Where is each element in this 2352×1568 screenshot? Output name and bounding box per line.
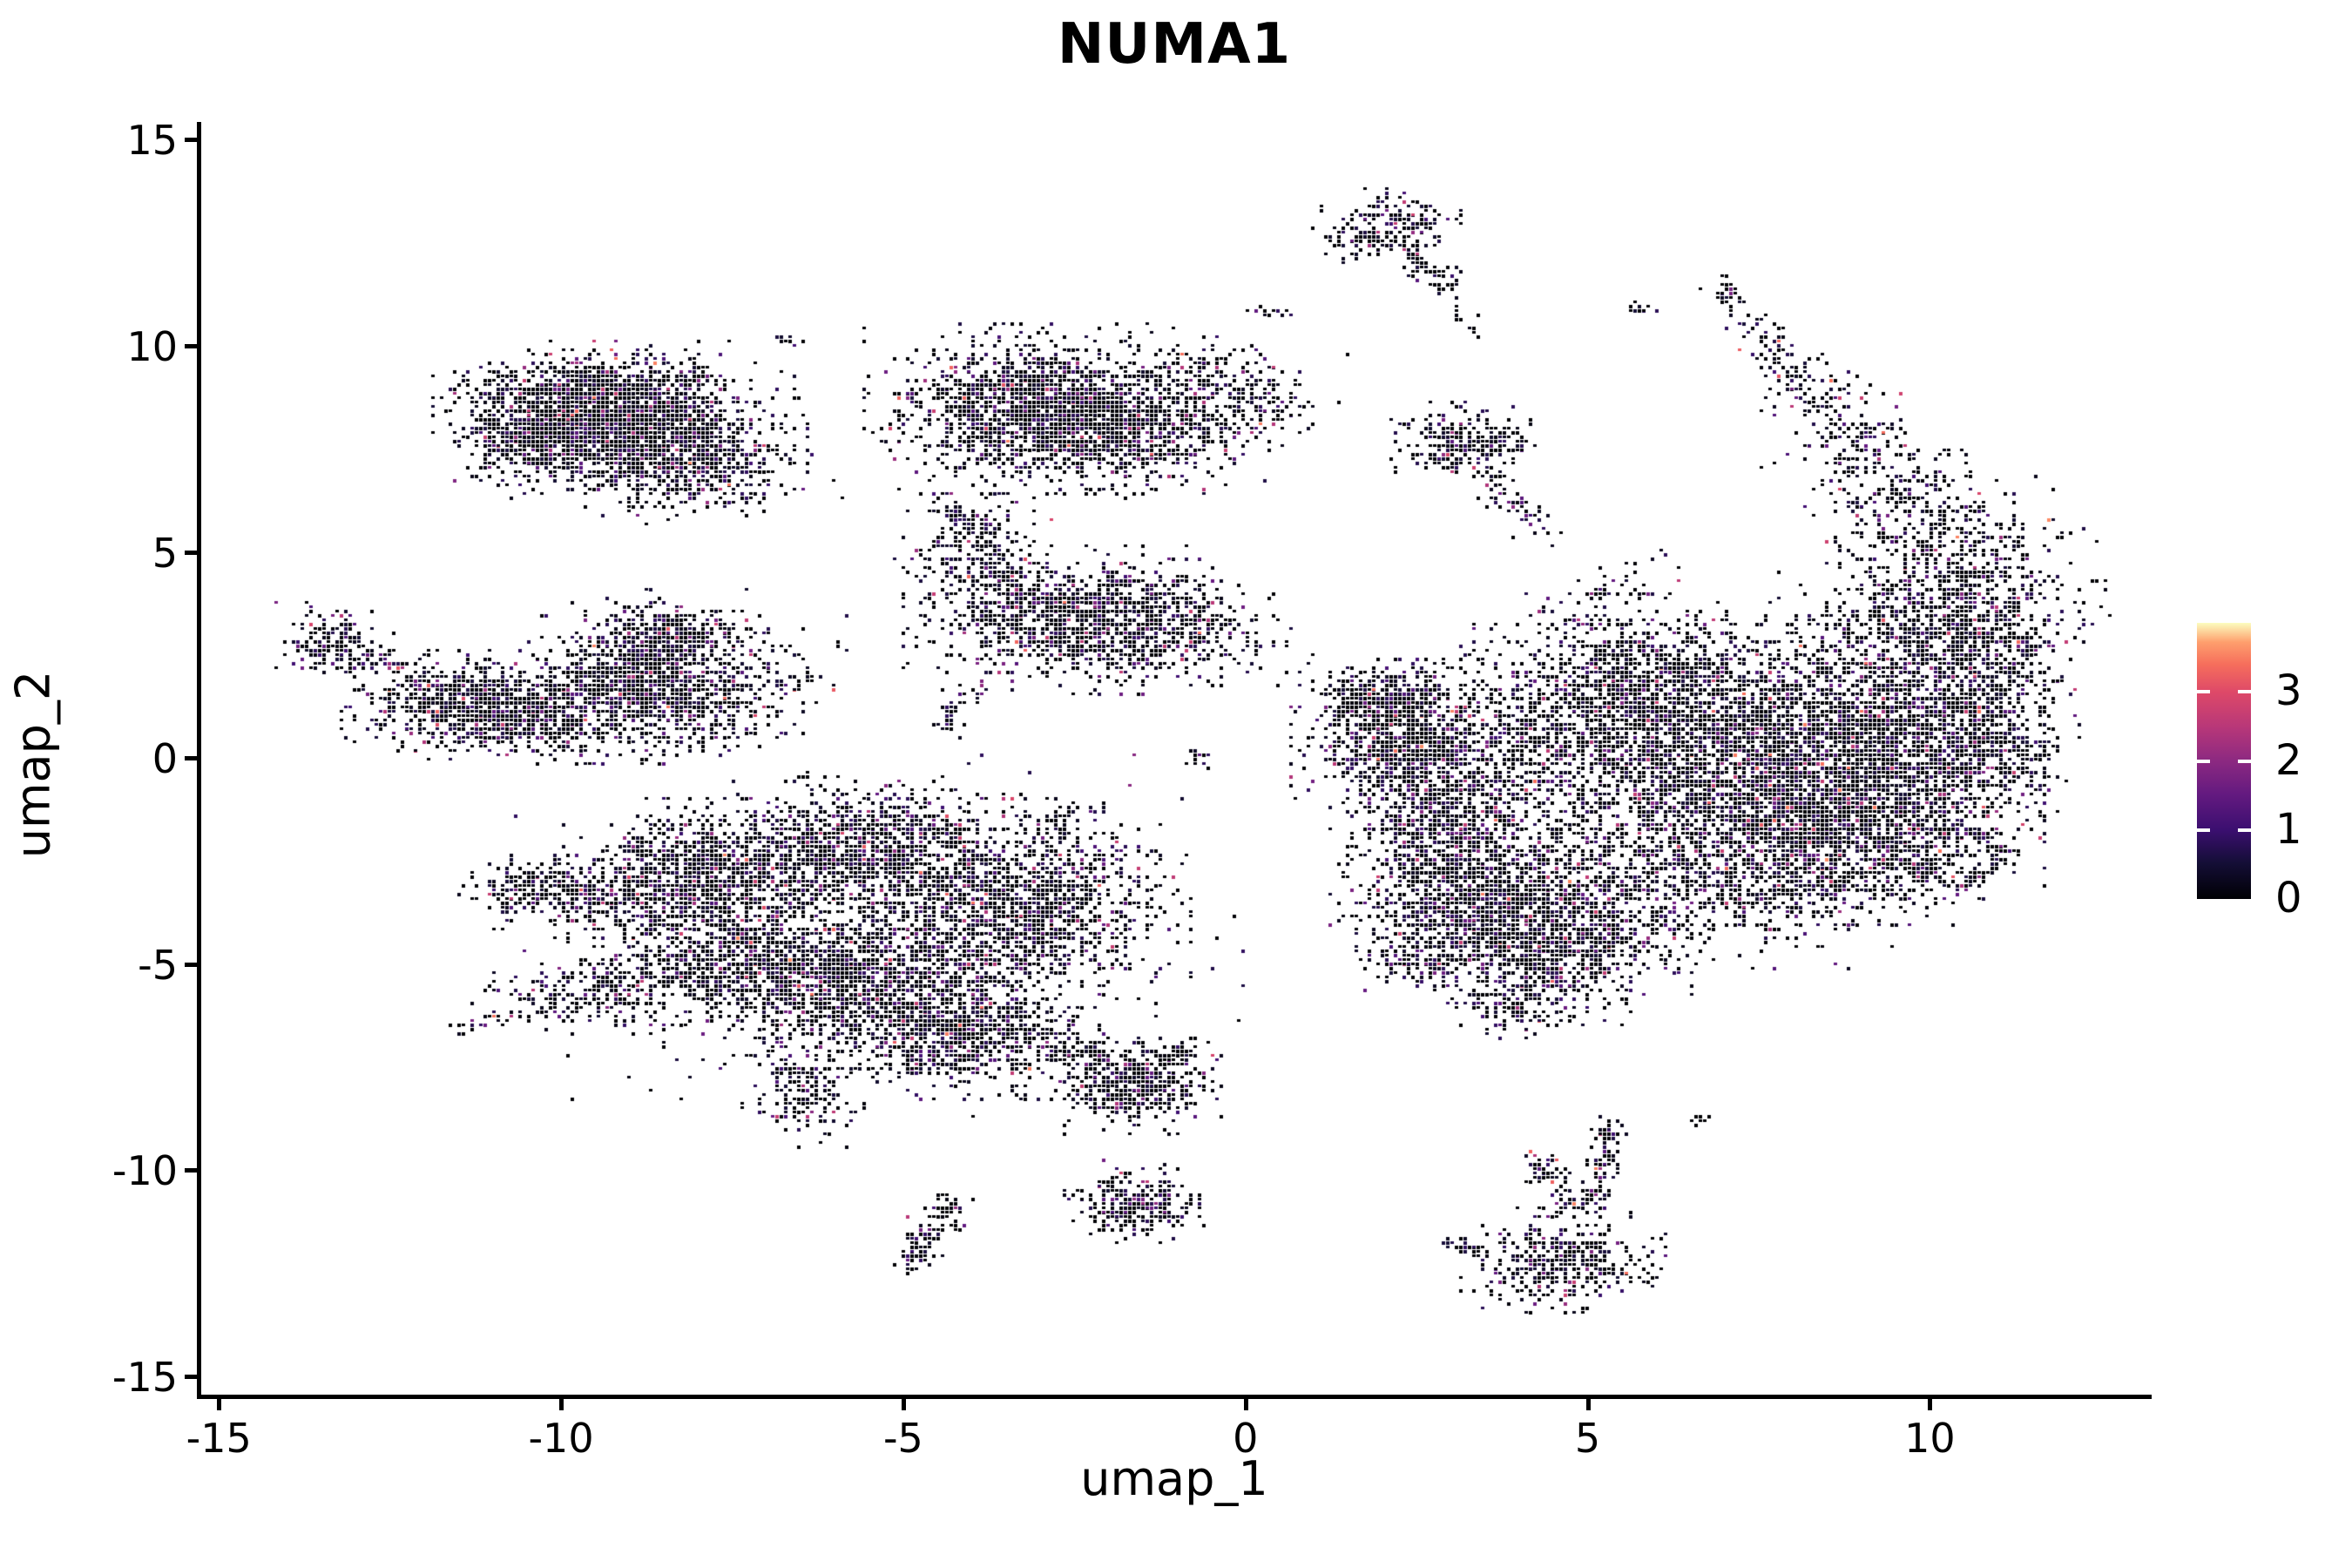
x-tick-label: -10 <box>528 1415 594 1462</box>
y-tick-label: 5 <box>152 529 178 577</box>
x-tick-mark <box>1585 1396 1591 1410</box>
y-tick-mark <box>185 1374 199 1379</box>
colorbar-tick-notch <box>2197 759 2210 763</box>
y-tick-label: -10 <box>112 1147 178 1195</box>
colorbar-tick-label: 1 <box>2275 804 2302 854</box>
x-tick-label: 10 <box>1904 1415 1956 1462</box>
plot-title: NUMA1 <box>1057 12 1292 77</box>
x-tick-label: -5 <box>882 1415 923 1462</box>
y-tick-label: -5 <box>138 941 178 989</box>
y-tick-mark <box>185 756 199 761</box>
y-tick-mark <box>185 343 199 348</box>
x-tick-mark <box>559 1396 564 1410</box>
x-tick-mark <box>217 1396 222 1410</box>
colorbar-tick-label: 0 <box>2275 874 2302 923</box>
y-tick-mark <box>185 1168 199 1173</box>
x-axis-line <box>197 1395 2152 1399</box>
colorbar-tick-notch <box>2238 759 2251 763</box>
x-tick-label: 5 <box>1574 1415 1601 1462</box>
colorbar-tick-label: 2 <box>2275 735 2302 785</box>
y-tick-mark <box>185 138 199 143</box>
y-tick-mark <box>185 962 199 967</box>
colorbar-tick-notch <box>2238 828 2251 832</box>
x-tick-label: -15 <box>186 1415 252 1462</box>
colorbar-tick-label: 3 <box>2275 666 2302 716</box>
x-tick-mark <box>1928 1396 1933 1410</box>
x-tick-mark <box>901 1396 906 1410</box>
colorbar-tick-notch <box>2238 690 2251 694</box>
y-tick-label: -15 <box>112 1353 178 1401</box>
y-axis-line <box>197 122 201 1399</box>
y-tick-mark <box>185 550 199 555</box>
y-tick-label: 15 <box>126 117 178 165</box>
y-axis-title: umap_2 <box>5 670 61 859</box>
x-tick-label: 0 <box>1233 1415 1259 1462</box>
y-tick-label: 0 <box>152 735 178 783</box>
colorbar-tick-notch <box>2197 828 2210 832</box>
x-axis-title: umap_1 <box>1080 1451 1268 1506</box>
x-tick-mark <box>1243 1396 1248 1410</box>
y-tick-label: 10 <box>126 322 178 370</box>
colorbar-tick-notch <box>2197 690 2210 694</box>
